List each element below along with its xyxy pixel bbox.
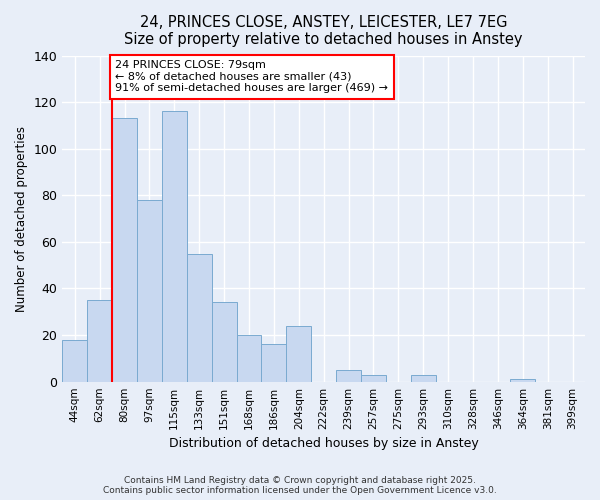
Bar [162,112,187,382]
Y-axis label: Number of detached properties: Number of detached properties [15,126,28,312]
Bar [411,374,436,382]
Bar [212,302,236,382]
Bar [286,326,311,382]
Bar [511,380,535,382]
Text: Contains HM Land Registry data © Crown copyright and database right 2025.
Contai: Contains HM Land Registry data © Crown c… [103,476,497,495]
Text: 24 PRINCES CLOSE: 79sqm
← 8% of detached houses are smaller (43)
91% of semi-det: 24 PRINCES CLOSE: 79sqm ← 8% of detached… [115,60,388,94]
Bar [187,254,212,382]
Bar [112,118,137,382]
Bar [137,200,162,382]
Title: 24, PRINCES CLOSE, ANSTEY, LEICESTER, LE7 7EG
Size of property relative to detac: 24, PRINCES CLOSE, ANSTEY, LEICESTER, LE… [124,15,523,48]
Bar [87,300,112,382]
Bar [336,370,361,382]
X-axis label: Distribution of detached houses by size in Anstey: Distribution of detached houses by size … [169,437,479,450]
Bar [262,344,286,382]
Bar [361,374,386,382]
Bar [62,340,87,382]
Bar [236,335,262,382]
